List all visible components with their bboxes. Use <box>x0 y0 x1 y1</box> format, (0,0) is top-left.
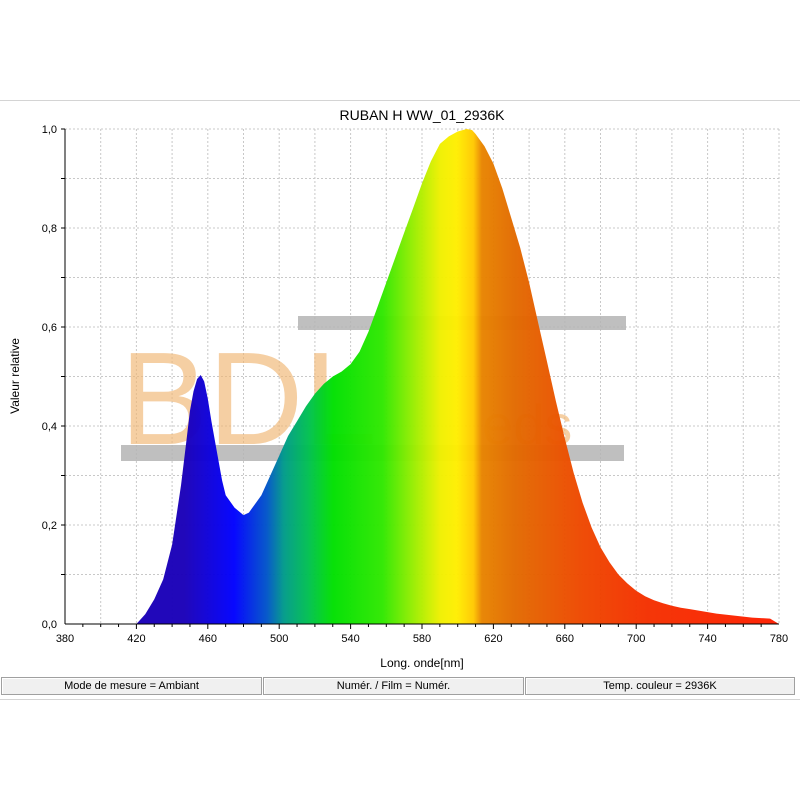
x-tick-label: 580 <box>413 633 431 645</box>
y-tick-label: 0,6 <box>42 322 57 334</box>
x-tick-label: 460 <box>199 633 217 645</box>
x-axis-label: Long. onde[nm] <box>380 656 463 670</box>
spectrum-chart: RUBAN H WW_01_2936K BDLeds 3804204605005… <box>8 107 788 670</box>
spectrum-area-group <box>118 129 779 624</box>
x-tick-label: 740 <box>698 633 716 645</box>
status-film-mode: Numér. / Film = Numér. <box>263 677 524 695</box>
y-tick-label: 1,0 <box>42 124 57 136</box>
x-tick-label: 660 <box>556 633 574 645</box>
x-tick-label: 420 <box>127 633 145 645</box>
y-tick-label: 0,0 <box>42 619 57 631</box>
chart-title: RUBAN H WW_01_2936K <box>340 107 506 123</box>
y-tick-label: 0,4 <box>42 421 57 433</box>
y-tick-labels: 0,0 0,2 0,4 0,6 0,8 1,0 <box>42 124 57 631</box>
x-tick-label: 500 <box>270 633 288 645</box>
x-tick-labels: 380 420 460 500 540 580 620 660 700 740 780 <box>56 633 788 645</box>
axes <box>61 128 779 629</box>
x-tick-label: 540 <box>341 633 359 645</box>
y-tick-label: 0,8 <box>42 223 57 235</box>
y-tick-label: 0,2 <box>42 520 57 532</box>
x-tick-label: 780 <box>770 633 788 645</box>
status-measure-mode: Mode de mesure = Ambiant <box>1 677 262 695</box>
y-axis-label: Valeur relative <box>8 338 22 414</box>
x-tick-label: 700 <box>627 633 645 645</box>
spectrum-area <box>118 129 779 624</box>
x-tick-label: 380 <box>56 633 74 645</box>
status-bar: Mode de mesure = Ambiant Numér. / Film =… <box>0 677 800 695</box>
status-color-temperature: Temp. couleur = 2936K <box>525 677 795 695</box>
x-tick-label: 620 <box>484 633 502 645</box>
